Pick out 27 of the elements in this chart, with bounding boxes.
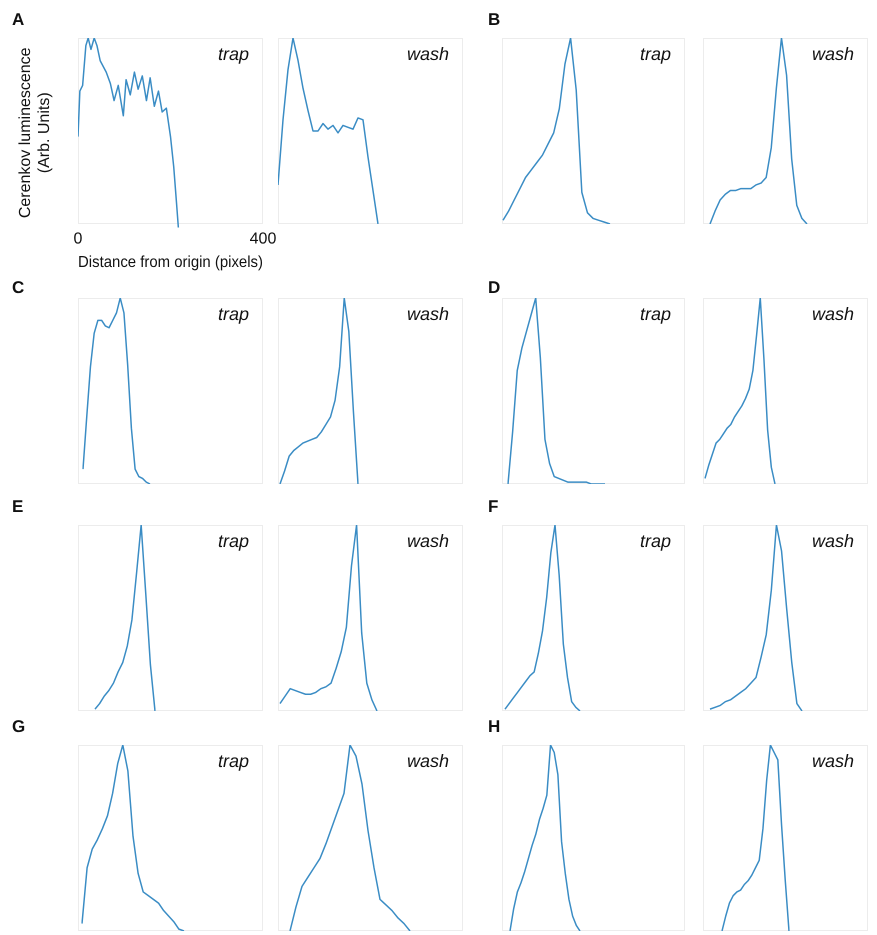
chart-title: B xyxy=(488,10,500,30)
chart-title: E xyxy=(12,497,24,516)
text: wash xyxy=(406,44,449,64)
chart-title: F xyxy=(488,497,498,516)
text: trap xyxy=(218,531,249,551)
text: wash xyxy=(812,531,854,551)
chart-title: G xyxy=(12,717,26,736)
text: wash xyxy=(812,304,854,324)
x-axis-title: Distance from origin (pixels) xyxy=(78,253,263,271)
text: trap xyxy=(640,44,671,64)
chart-title: C xyxy=(12,278,24,298)
chart-title: H xyxy=(488,717,500,736)
text: wash xyxy=(406,304,449,324)
chart-title: A xyxy=(12,10,24,30)
text: trap xyxy=(640,304,671,324)
text: trap xyxy=(218,304,249,324)
text: trap xyxy=(640,531,671,551)
text: wash xyxy=(812,751,854,771)
text: trap xyxy=(218,751,249,771)
annotation: wash xyxy=(406,751,449,771)
annotation: trap xyxy=(218,44,249,64)
text: wash xyxy=(406,531,449,551)
y-axis-title: Cerenkov luminescence (Arb. Units) xyxy=(17,47,54,218)
text: wash xyxy=(812,44,854,64)
x-tick-label: 0 xyxy=(74,230,83,248)
chart-title: D xyxy=(488,278,500,298)
x-tick-label: 400 xyxy=(250,230,276,248)
